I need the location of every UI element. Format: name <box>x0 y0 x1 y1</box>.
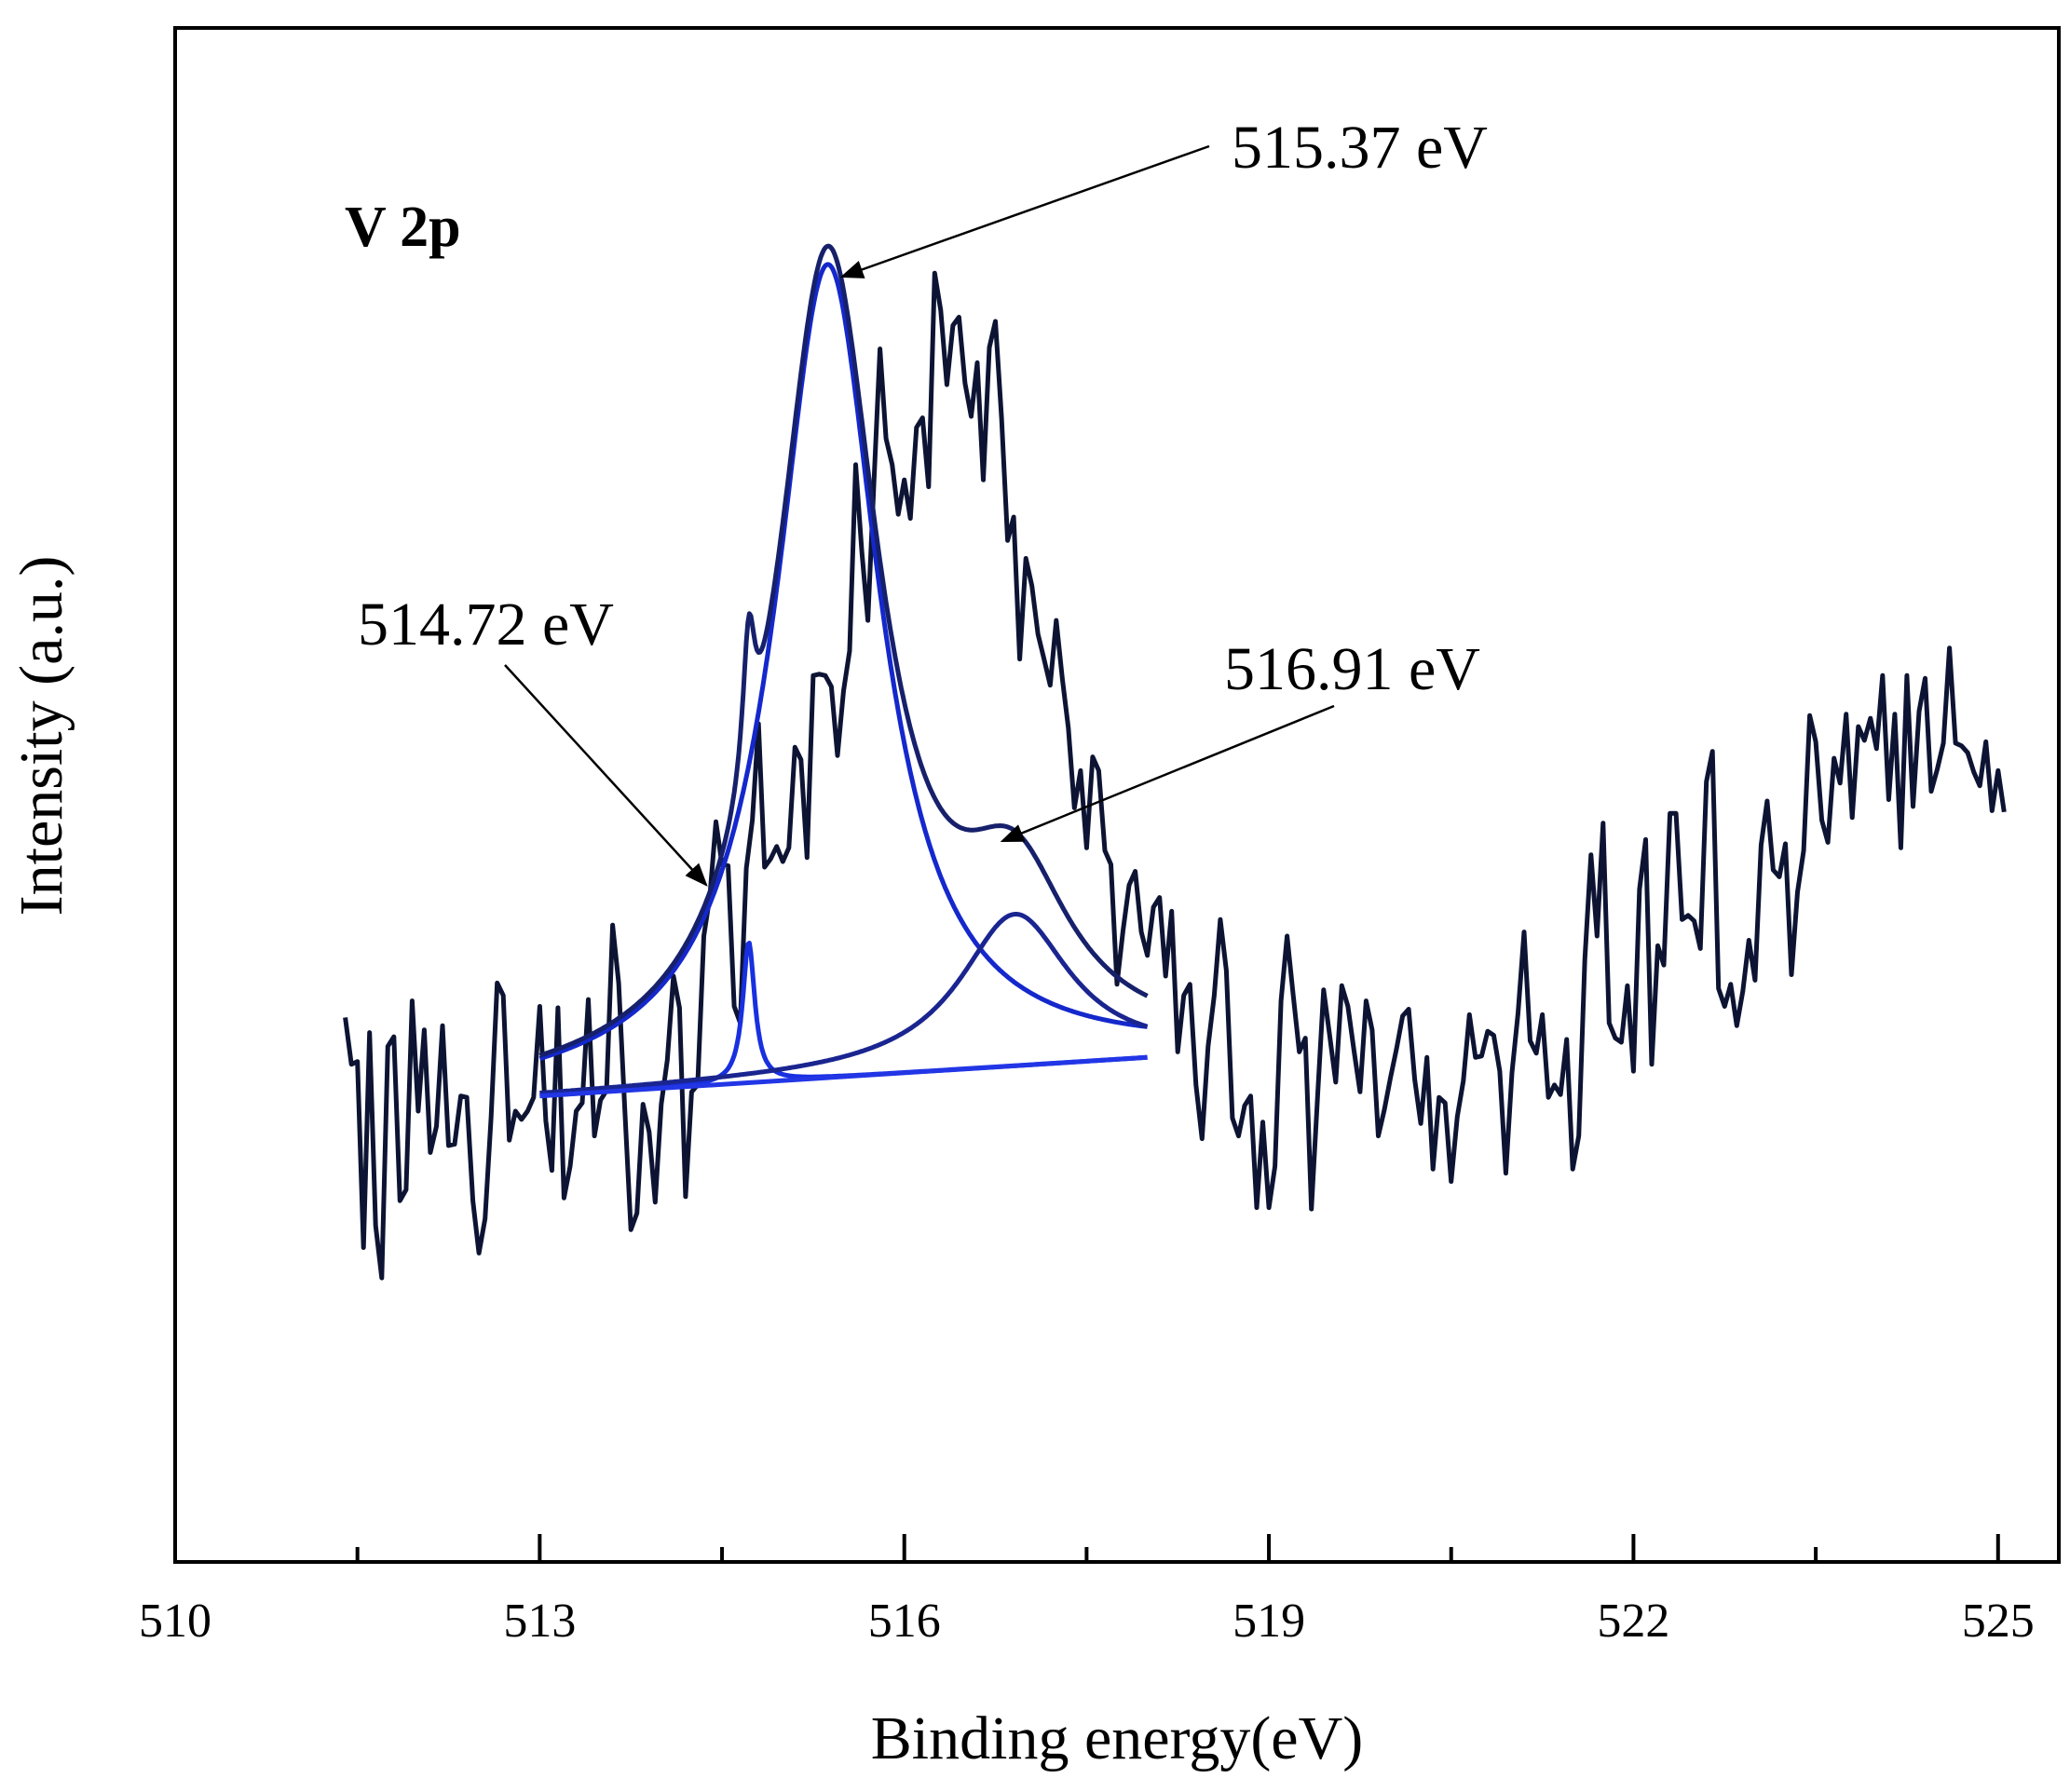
x-tick-label-513: 513 <box>503 1595 576 1648</box>
x-tick-label-522: 522 <box>1597 1595 1669 1648</box>
peak_low-fit-line <box>538 941 1149 1098</box>
annotation-514-72: 514.72 eV <box>358 591 614 658</box>
x-tick-label-525: 525 <box>1962 1595 2035 1648</box>
x-tick-label-510: 510 <box>139 1595 211 1648</box>
panel-label: V 2p <box>345 196 461 259</box>
arrow-514-72 <box>504 664 708 887</box>
x-axis-ticks: 510 513 516 519 522 525 <box>139 1534 2035 1648</box>
arrow-516-91 <box>1000 704 1335 843</box>
peak-annotations: 515.37 eV 514.72 eV 516.91 eV <box>358 114 1488 887</box>
envelope-fit-line <box>538 243 1149 1058</box>
plot-layer <box>343 243 2007 1281</box>
plot-frame <box>173 26 2061 1564</box>
annotation-516-91: 516.91 eV <box>1224 635 1480 703</box>
x-tick-label-516: 516 <box>868 1595 941 1648</box>
peak_high-fit-line <box>538 912 1149 1096</box>
raw-spectrum-line <box>343 270 2007 1281</box>
annotation-515-37: 515.37 eV <box>1232 114 1488 182</box>
x-axis-title: Binding energy(eV) <box>871 1704 1363 1772</box>
arrow-515-37 <box>839 144 1210 278</box>
y-axis-title: Intensity (a.u.) <box>7 556 75 916</box>
background-line <box>539 1054 1148 1099</box>
x-tick-label-519: 519 <box>1232 1595 1305 1648</box>
peak_main-fit-line <box>538 262 1149 1061</box>
